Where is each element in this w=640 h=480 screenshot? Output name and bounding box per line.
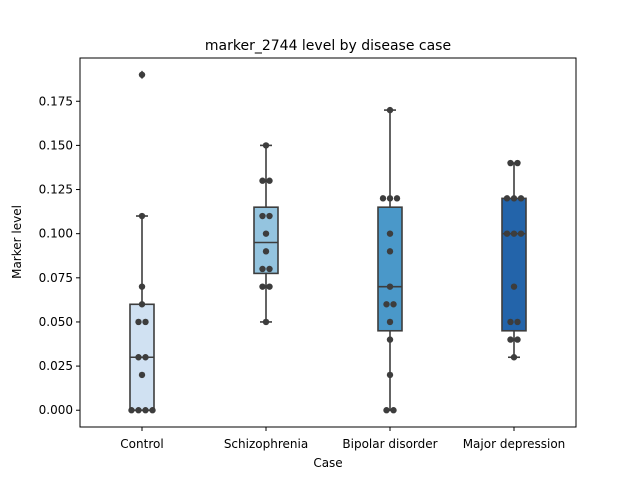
box-group [377, 109, 403, 412]
data-point [386, 106, 394, 114]
data-point [266, 265, 273, 273]
y-tick-label: 0.025 [39, 359, 73, 373]
data-point [386, 248, 394, 255]
data-point [138, 71, 146, 78]
x-tick-label: Major depression [463, 437, 566, 451]
data-point [149, 407, 156, 414]
plot-frame [79, 57, 577, 428]
data-point [262, 248, 270, 255]
y-tick-label: 0.150 [39, 138, 73, 152]
x-tick-label: Bipolar disorder [342, 437, 437, 451]
data-point [514, 159, 521, 167]
data-point [510, 354, 518, 361]
data-point [262, 318, 270, 326]
data-point [386, 230, 394, 237]
data-point [383, 407, 390, 414]
data-point [138, 212, 146, 220]
data-point [259, 212, 266, 220]
y-tick-label: 0.000 [39, 403, 73, 417]
chart-title: marker_2744 level by disease case [205, 38, 451, 54]
data-point [510, 230, 518, 237]
data-point [262, 230, 270, 237]
data-point [517, 195, 525, 202]
data-point [259, 283, 266, 290]
box-body [501, 197, 527, 332]
data-point [503, 195, 511, 202]
x-axis: Control Schizophrenia Bipolar disorder Majo… [120, 427, 565, 451]
data-point [507, 336, 514, 343]
plot-area [80, 58, 576, 427]
data-point [510, 283, 518, 290]
data-point [386, 371, 394, 379]
data-point [142, 407, 149, 414]
data-point [259, 265, 266, 273]
data-point [142, 354, 149, 361]
data-point [507, 318, 514, 326]
data-point [266, 177, 273, 184]
data-point [266, 212, 273, 220]
data-point [386, 195, 394, 202]
data-point [383, 301, 390, 308]
data-point [386, 283, 394, 290]
data-point [262, 142, 270, 149]
data-point [510, 195, 518, 202]
x-tick-label: Control [120, 437, 163, 451]
data-point [135, 318, 142, 326]
y-tick-label: 0.175 [39, 94, 73, 108]
data-point [390, 301, 397, 308]
data-point [514, 318, 521, 326]
data-point [142, 318, 149, 326]
y-tick-label: 0.100 [39, 227, 73, 241]
data-point [259, 177, 266, 184]
data-point [517, 230, 525, 237]
box-group [501, 162, 527, 359]
data-point [503, 230, 511, 237]
box-group [253, 144, 279, 323]
y-tick-label: 0.125 [39, 183, 73, 197]
boxes-layer [129, 70, 527, 412]
y-tick-label: 0.050 [39, 315, 73, 329]
data-point [135, 407, 142, 414]
data-point [135, 354, 142, 361]
box-body [253, 206, 279, 275]
data-point [386, 336, 394, 343]
data-point [507, 159, 514, 167]
box-body [377, 206, 403, 332]
data-point [266, 283, 273, 290]
data-point [390, 407, 397, 414]
y-axis-label: Marker level [10, 205, 24, 279]
x-axis-label: Case [313, 456, 342, 470]
data-point [393, 195, 401, 202]
data-point [386, 318, 394, 326]
data-point [138, 301, 146, 308]
y-axis: 0.000 0.025 0.050 0.075 0.100 0.125 0.150 0.175 [39, 94, 80, 417]
data-point [128, 407, 135, 414]
data-point [138, 283, 146, 290]
points-layer [128, 71, 525, 414]
x-tick-label: Schizophrenia [224, 437, 308, 451]
data-point [138, 371, 146, 379]
y-tick-label: 0.075 [39, 271, 73, 285]
data-point [379, 195, 387, 202]
data-point [514, 336, 521, 343]
